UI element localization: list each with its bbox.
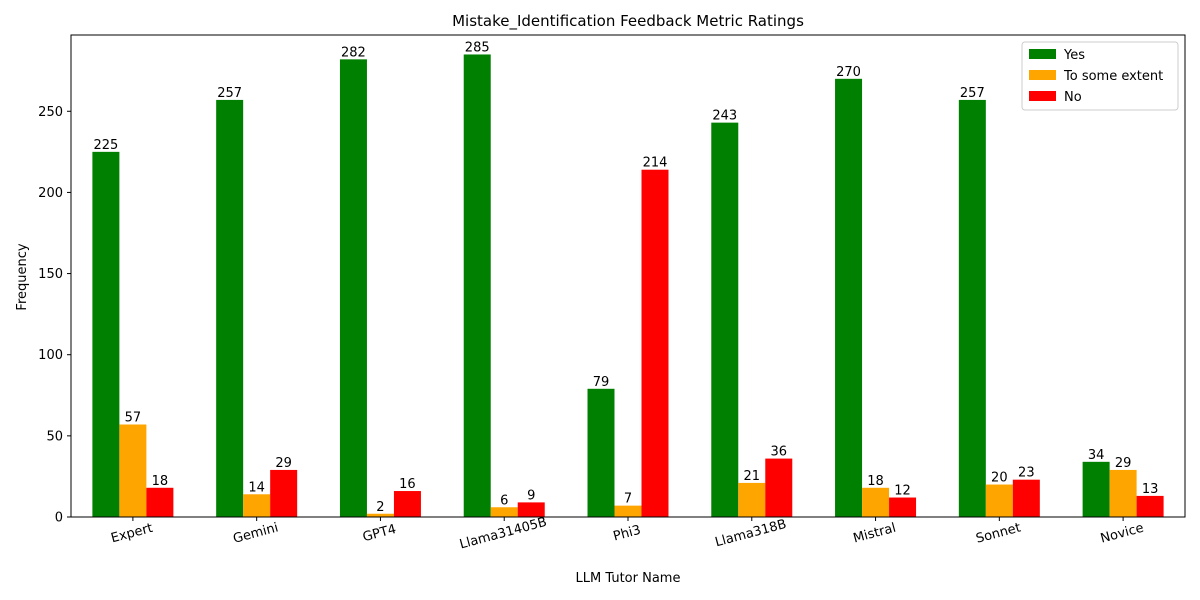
data-label: 282 [341, 45, 366, 60]
bar [1082, 461, 1110, 517]
data-label: 7 [624, 492, 632, 507]
y-tick-label: 0 [55, 511, 63, 526]
bar [641, 169, 669, 518]
data-label: 18 [867, 474, 884, 489]
bar [738, 482, 766, 517]
x-tick-label: Llama318B [714, 517, 789, 550]
bar [862, 487, 890, 517]
bar [243, 494, 271, 517]
data-label: 270 [836, 65, 861, 80]
data-label: 12 [894, 484, 911, 499]
data-label: 16 [399, 477, 416, 492]
y-tick-label: 100 [38, 348, 63, 363]
data-label: 21 [744, 469, 761, 484]
x-tick-label: Novice [1099, 521, 1146, 547]
data-label: 79 [593, 375, 610, 390]
bar [985, 484, 1013, 517]
x-tick-label: GPT4 [361, 522, 398, 545]
data-label: 20 [991, 471, 1008, 486]
legend-swatch [1029, 91, 1056, 101]
bar [146, 487, 174, 517]
bar [711, 122, 739, 518]
data-labels-layer: 225 57 18 257 14 29 282 2 16 285 6 9 79 7 214 243 21 36 27… [93, 40, 1158, 514]
bar [216, 99, 244, 517]
bar [1109, 469, 1137, 517]
bar [393, 491, 421, 517]
data-label: 9 [527, 488, 535, 503]
x-tick-label: Phi3 [612, 523, 643, 545]
bar [463, 54, 491, 518]
y-axis-label: Frequency [15, 243, 30, 310]
bar [92, 151, 120, 517]
x-tick-label: Gemini [232, 520, 281, 546]
bars-layer [92, 54, 1164, 518]
data-label: 257 [217, 86, 242, 101]
bar [339, 59, 367, 517]
data-label: 14 [248, 480, 265, 495]
data-label: 36 [771, 445, 788, 460]
bar [270, 469, 298, 517]
bar [1136, 495, 1164, 517]
legend-box [1021, 41, 1179, 111]
bar [517, 502, 545, 517]
bar [490, 507, 518, 517]
bar [587, 388, 615, 517]
bar [119, 424, 147, 517]
data-label: 13 [1142, 482, 1159, 497]
y-tick-label: 50 [46, 429, 63, 444]
data-label: 225 [93, 138, 118, 153]
data-label: 34 [1088, 448, 1105, 463]
x-axis: Expert Gemini GPT4 Llama31405B Phi3 Llama318B… [109, 515, 1145, 553]
y-tick-label: 200 [38, 186, 63, 201]
x-tick-label: Mistral [852, 521, 898, 547]
y-tick-label: 150 [38, 267, 63, 282]
data-label: 6 [500, 493, 508, 508]
data-label: 285 [465, 40, 490, 55]
data-label: 29 [1115, 456, 1132, 471]
y-axis: 0 50 100 150 200 250 [38, 105, 71, 526]
data-label: 57 [125, 410, 142, 425]
data-label: 243 [712, 109, 737, 124]
data-label: 29 [275, 456, 292, 471]
legend-swatch [1029, 49, 1056, 59]
chart-title: Mistake_Identification Feedback Metric R… [452, 12, 804, 31]
legend-label: No [1064, 90, 1082, 105]
bar [765, 458, 793, 517]
legend: Yes To some extent No [1021, 41, 1179, 111]
legend-label: To some extent [1063, 69, 1163, 84]
data-label: 23 [1018, 466, 1035, 481]
y-tick-label: 250 [38, 105, 63, 120]
x-tick-label: Expert [109, 521, 154, 547]
x-axis-label: LLM Tutor Name [576, 571, 681, 586]
legend-label: Yes [1063, 48, 1085, 63]
bar [889, 497, 917, 517]
data-label: 2 [376, 500, 384, 515]
x-tick-label: Llama31405B [458, 515, 549, 553]
bar [366, 513, 394, 517]
legend-swatch [1029, 70, 1056, 80]
bar [958, 99, 986, 517]
data-label: 18 [152, 474, 169, 489]
bar [614, 505, 642, 517]
x-tick-label: Sonnet [974, 520, 1022, 546]
bar [835, 78, 863, 518]
data-label: 214 [643, 156, 668, 171]
data-label: 257 [960, 86, 985, 101]
bar [1012, 479, 1040, 517]
